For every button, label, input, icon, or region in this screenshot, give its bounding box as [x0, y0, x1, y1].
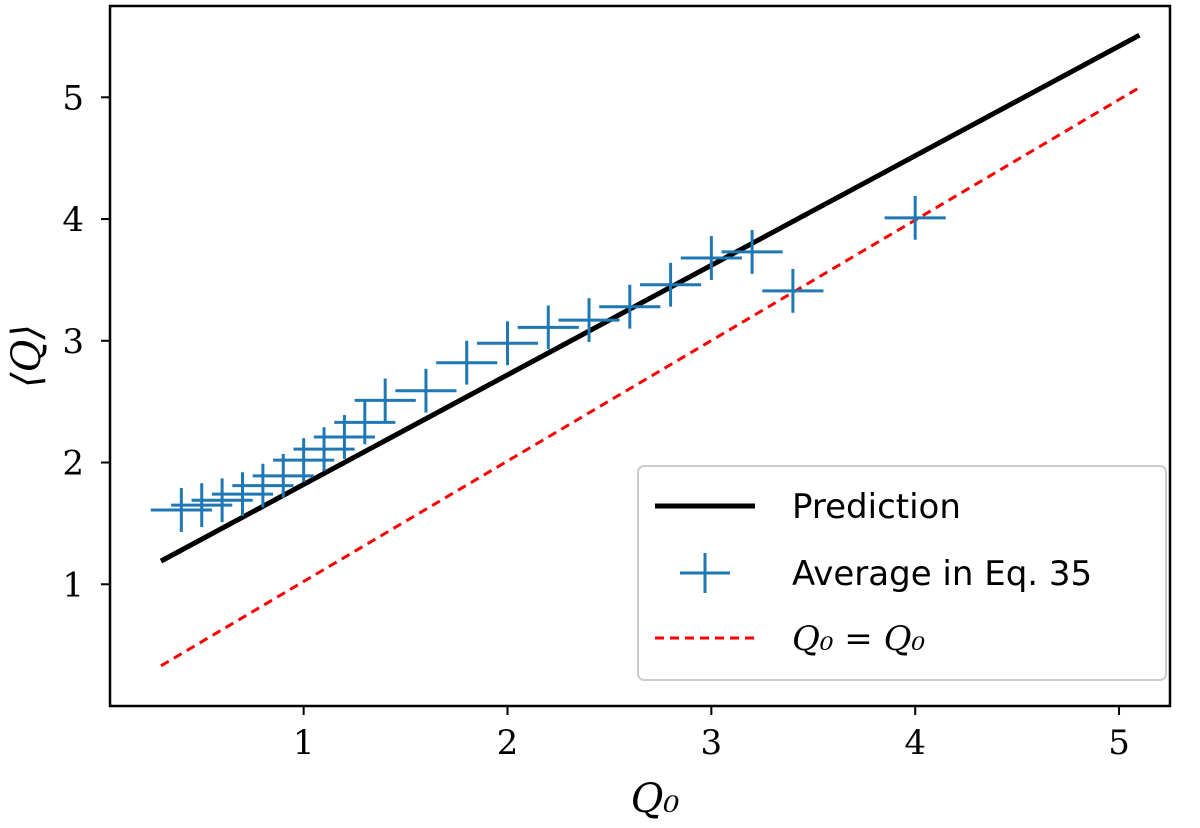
- average-point: [640, 262, 702, 307]
- legend-label-average: Average in Eq. 35: [792, 554, 1092, 594]
- prediction-line: [159, 33, 1141, 564]
- legend-label-identity: Q₀ = Q₀: [792, 619, 925, 659]
- x-axis: 1 2 3 4 5: [293, 706, 1130, 763]
- average-point: [558, 298, 620, 342]
- average-point: [721, 230, 783, 274]
- average-point: [354, 378, 416, 423]
- plot-frame: [108, 4, 1172, 708]
- average-point: [680, 236, 742, 280]
- x-tick-label: 4: [904, 723, 926, 763]
- average-point: [395, 368, 457, 413]
- x-tick-label: 5: [1108, 723, 1130, 763]
- y-tick-label: 1: [62, 565, 84, 605]
- x-tick-label: 3: [701, 723, 723, 763]
- x-axis-label: Q₀: [631, 776, 680, 822]
- y-tick-label: 3: [62, 322, 84, 362]
- y-tick-label: 5: [62, 78, 84, 118]
- identity-line: [160, 86, 1141, 668]
- y-tick-label: 2: [62, 444, 84, 484]
- legend-box: [637, 465, 1167, 681]
- x-tick-label: 1: [293, 723, 315, 763]
- y-axis-label: ⟨Q⟩: [4, 324, 50, 388]
- average-point: [762, 268, 824, 313]
- y-tick-label: 4: [62, 200, 84, 240]
- average-point: [517, 305, 579, 350]
- legend-swatch-average: [680, 553, 730, 593]
- average-point: [599, 284, 661, 329]
- legend-label-prediction: Prediction: [792, 487, 961, 527]
- series-layer: [150, 33, 1141, 668]
- average-point: [476, 321, 539, 366]
- y-axis: 1 2 3 4 5: [62, 78, 110, 605]
- legend: Prediction Average in Eq. 35 Q₀ = Q₀: [637, 465, 1167, 681]
- average-point: [884, 195, 946, 240]
- x-tick-label: 2: [497, 723, 519, 763]
- average-point: [436, 340, 498, 385]
